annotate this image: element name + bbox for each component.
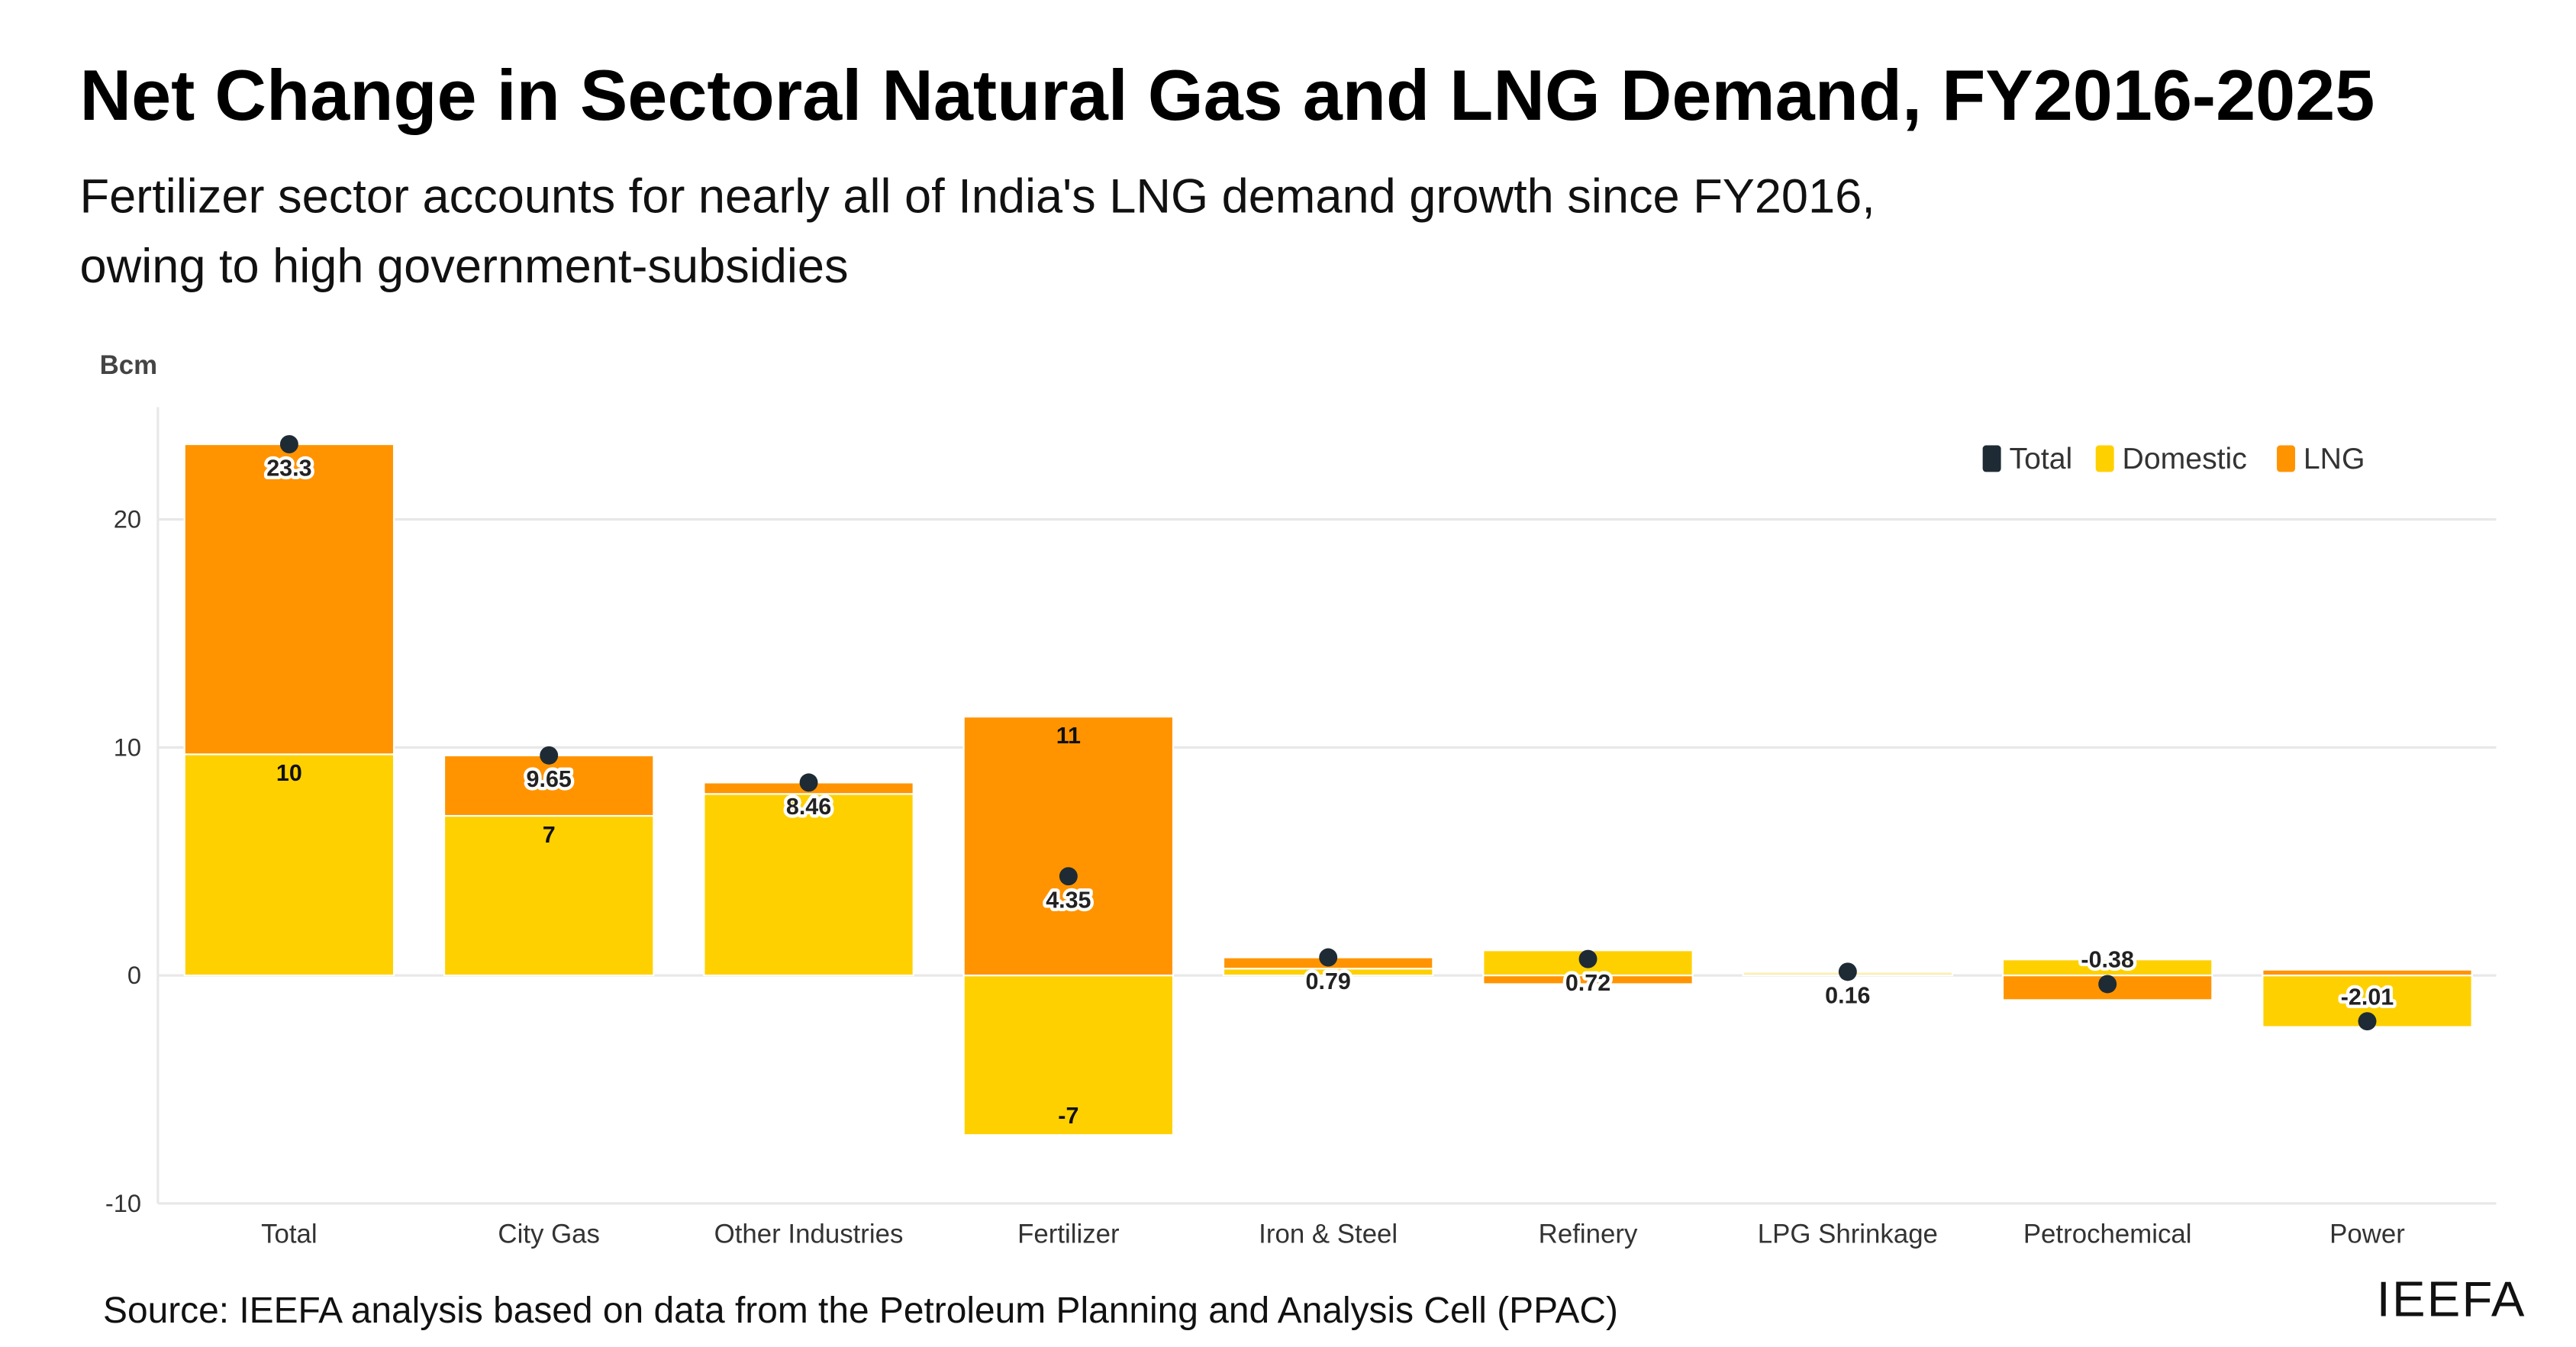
x-category-label: City Gas: [498, 1220, 600, 1249]
data-label-total: 4.35: [1046, 888, 1091, 914]
bar-lng: [183, 443, 395, 756]
total-dots: [279, 435, 2377, 1031]
total-dot: [2098, 975, 2117, 994]
x-category-label: Fertilizer: [1017, 1220, 1120, 1249]
x-category-label: LPG Shrinkage: [1758, 1220, 1938, 1249]
total-dot: [1578, 949, 1598, 968]
x-category-label: Power: [2329, 1220, 2405, 1249]
category-labels: Total City Gas Other Industries Fertilizer I…: [261, 1220, 2405, 1249]
chart-subtitle-line1: Fertilizer sector accounts for nearly al…: [80, 170, 1875, 224]
total-dot: [1059, 867, 1078, 886]
bar-lng: [443, 754, 655, 817]
legend: Total Domestic LNG: [1982, 443, 2365, 475]
y-tick-label: 20: [114, 505, 141, 533]
data-label-total: 0.16: [1825, 983, 1870, 1009]
data-label-total: 8.46: [786, 794, 831, 820]
source-note: Source: IEEFA analysis based on data fro…: [103, 1291, 1618, 1331]
data-label-total: -0.38: [2081, 947, 2134, 973]
x-category-label: Refinery: [1539, 1220, 1638, 1249]
legend-swatch-domestic: [2095, 445, 2114, 472]
data-label-domestic: 10: [276, 760, 302, 786]
data-label-total: 9.65: [527, 766, 572, 792]
data-label-total: -2.01: [2341, 984, 2394, 1010]
legend-label-domestic[interactable]: Domestic: [2123, 443, 2247, 475]
chart-title: Net Change in Sectoral Natural Gas and L…: [80, 55, 2375, 135]
total-dot: [2358, 1012, 2377, 1031]
x-category-label: Iron & Steel: [1259, 1220, 1398, 1249]
ieefa-logo: IEEFA: [2377, 1271, 2526, 1327]
bar-lng: [2262, 968, 2473, 977]
y-tick-label: -10: [105, 1189, 141, 1217]
total-dot: [1838, 962, 1857, 981]
data-label-total: 0.79: [1306, 968, 1351, 994]
legend-swatch-lng: [2277, 445, 2296, 472]
total-dot: [799, 773, 818, 792]
x-category-label: Other Industries: [714, 1220, 904, 1249]
y-tick-label: 10: [114, 733, 141, 761]
x-category-label: Total: [261, 1220, 318, 1249]
total-dot: [1319, 948, 1338, 967]
bar-domestic: [443, 814, 655, 977]
total-dot: [279, 435, 298, 454]
data-label-domestic: -7: [1058, 1103, 1078, 1129]
bar-domestic: [703, 793, 914, 977]
bar-lng: [962, 715, 1175, 977]
data-label-total: 23.3: [266, 455, 311, 481]
legend-swatch-total: [1982, 445, 2001, 472]
data-label-total: 0.72: [1565, 970, 1610, 996]
bar-domestic: [183, 753, 395, 977]
chart-subtitle-line2: owing to high government-subsidies: [80, 240, 849, 293]
data-labels: 10 23.3 7 9.65 8.46 -7 11 4.35 0.79 0.72 0.16 -0.38…: [263, 452, 2397, 1129]
x-category-label: Petrochemical: [2023, 1220, 2192, 1249]
data-label-lng: 11: [1056, 723, 1081, 749]
data-label-domestic: 7: [543, 822, 556, 848]
bars: [183, 443, 2473, 1136]
bar-domestic: [962, 975, 1175, 1136]
bar-lng: [1482, 975, 1694, 985]
y-axis-unit-label: Bcm: [100, 350, 158, 380]
y-tick-label: 0: [127, 961, 141, 989]
total-dot: [540, 746, 559, 765]
legend-label-total[interactable]: Total: [2009, 443, 2072, 475]
legend-label-lng[interactable]: LNG: [2304, 443, 2365, 475]
